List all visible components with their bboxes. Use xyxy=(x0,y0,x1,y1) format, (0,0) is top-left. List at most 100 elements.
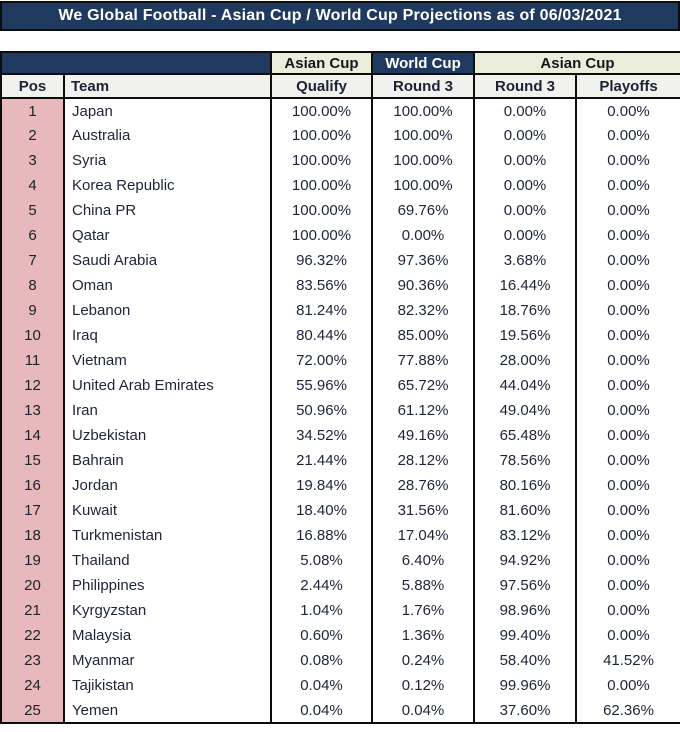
cell-team: Vietnam xyxy=(63,348,271,373)
cell-playoffs: 0.00% xyxy=(575,548,680,573)
cell-pos: 15 xyxy=(1,448,64,473)
column-header-team: Team xyxy=(63,74,271,99)
cell-team: Korea Republic xyxy=(63,173,271,198)
cell-wc_round3: 6.40% xyxy=(371,548,474,573)
cell-ac_round3: 58.40% xyxy=(473,648,576,673)
column-header-row: Pos Team Qualify Round 3 Round 3 Playoff… xyxy=(1,74,680,99)
cell-team: Japan xyxy=(63,98,271,123)
cell-wc_round3: 17.04% xyxy=(371,523,474,548)
cell-team: Jordan xyxy=(63,473,271,498)
group-header-blank xyxy=(1,52,271,75)
group-header-world-cup: World Cup xyxy=(371,52,474,75)
table-row: 5 China PR 100.00% 69.76% 0.00% 0.00% xyxy=(1,198,680,223)
cell-qualify: 18.40% xyxy=(270,498,372,523)
cell-qualify: 50.96% xyxy=(270,398,372,423)
cell-team: Oman xyxy=(63,273,271,298)
table-row: 16 Jordan 19.84% 28.76% 80.16% 0.00% xyxy=(1,473,680,498)
cell-team: Australia xyxy=(63,123,271,148)
table-row: 11 Vietnam 72.00% 77.88% 28.00% 0.00% xyxy=(1,348,680,373)
cell-playoffs: 62.36% xyxy=(575,698,680,723)
cell-qualify: 19.84% xyxy=(270,473,372,498)
cell-wc_round3: 100.00% xyxy=(371,123,474,148)
cell-pos: 2 xyxy=(1,123,64,148)
cell-pos: 11 xyxy=(1,348,64,373)
cell-playoffs: 0.00% xyxy=(575,423,680,448)
cell-pos: 21 xyxy=(1,598,64,623)
cell-qualify: 100.00% xyxy=(270,123,372,148)
cell-pos: 12 xyxy=(1,373,64,398)
cell-wc_round3: 61.12% xyxy=(371,398,474,423)
group-header-asian-cup-round3: Asian Cup xyxy=(473,52,680,75)
cell-pos: 1 xyxy=(1,98,64,123)
cell-team: Kuwait xyxy=(63,498,271,523)
column-header-pos: Pos xyxy=(1,74,64,99)
table-row: 1 Japan 100.00% 100.00% 0.00% 0.00% xyxy=(1,98,680,123)
column-header-playoffs: Playoffs xyxy=(575,74,680,99)
cell-ac_round3: 80.16% xyxy=(473,473,576,498)
cell-wc_round3: 82.32% xyxy=(371,298,474,323)
cell-qualify: 100.00% xyxy=(270,173,372,198)
column-header-ac-round3: Round 3 xyxy=(473,74,576,99)
title-bar: We Global Football - Asian Cup / World C… xyxy=(0,1,680,31)
cell-pos: 17 xyxy=(1,498,64,523)
cell-playoffs: 0.00% xyxy=(575,248,680,273)
cell-playoffs: 0.00% xyxy=(575,623,680,648)
cell-ac_round3: 99.96% xyxy=(473,673,576,698)
cell-pos: 10 xyxy=(1,323,64,348)
cell-qualify: 100.00% xyxy=(270,148,372,173)
cell-team: China PR xyxy=(63,198,271,223)
cell-ac_round3: 0.00% xyxy=(473,223,576,248)
table-row: 6 Qatar 100.00% 0.00% 0.00% 0.00% xyxy=(1,223,680,248)
cell-qualify: 96.32% xyxy=(270,248,372,273)
cell-pos: 4 xyxy=(1,173,64,198)
cell-team: Saudi Arabia xyxy=(63,248,271,273)
cell-playoffs: 0.00% xyxy=(575,448,680,473)
cell-team: Syria xyxy=(63,148,271,173)
table-row: 24 Tajikistan 0.04% 0.12% 99.96% 0.00% xyxy=(1,673,680,698)
cell-playoffs: 0.00% xyxy=(575,673,680,698)
cell-wc_round3: 0.12% xyxy=(371,673,474,698)
table-row: 22 Malaysia 0.60% 1.36% 99.40% 0.00% xyxy=(1,623,680,648)
cell-playoffs: 0.00% xyxy=(575,273,680,298)
cell-team: Myanmar xyxy=(63,648,271,673)
cell-ac_round3: 0.00% xyxy=(473,148,576,173)
cell-team: Philippines xyxy=(63,573,271,598)
group-header-asian-cup-qualify: Asian Cup xyxy=(270,52,372,75)
table-row: 18 Turkmenistan 16.88% 17.04% 83.12% 0.00% xyxy=(1,523,680,548)
cell-playoffs: 0.00% xyxy=(575,523,680,548)
cell-pos: 19 xyxy=(1,548,64,573)
cell-wc_round3: 49.16% xyxy=(371,423,474,448)
table-row: 25 Yemen 0.04% 0.04% 37.60% 62.36% xyxy=(1,698,680,723)
cell-playoffs: 0.00% xyxy=(575,473,680,498)
cell-pos: 8 xyxy=(1,273,64,298)
table-row: 10 Iraq 80.44% 85.00% 19.56% 0.00% xyxy=(1,323,680,348)
cell-ac_round3: 18.76% xyxy=(473,298,576,323)
page-title: We Global Football - Asian Cup / World C… xyxy=(58,7,622,24)
table-row: 2 Australia 100.00% 100.00% 0.00% 0.00% xyxy=(1,123,680,148)
cell-ac_round3: 49.04% xyxy=(473,398,576,423)
cell-qualify: 81.24% xyxy=(270,298,372,323)
cell-playoffs: 0.00% xyxy=(575,148,680,173)
cell-wc_round3: 31.56% xyxy=(371,498,474,523)
cell-ac_round3: 28.00% xyxy=(473,348,576,373)
table-row: 19 Thailand 5.08% 6.40% 94.92% 0.00% xyxy=(1,548,680,573)
cell-qualify: 2.44% xyxy=(270,573,372,598)
cell-team: Uzbekistan xyxy=(63,423,271,448)
cell-team: Malaysia xyxy=(63,623,271,648)
cell-wc_round3: 28.76% xyxy=(371,473,474,498)
cell-wc_round3: 85.00% xyxy=(371,323,474,348)
table-row: 3 Syria 100.00% 100.00% 0.00% 0.00% xyxy=(1,148,680,173)
cell-playoffs: 0.00% xyxy=(575,573,680,598)
cell-team: Iran xyxy=(63,398,271,423)
table-row: 17 Kuwait 18.40% 31.56% 81.60% 0.00% xyxy=(1,498,680,523)
cell-ac_round3: 78.56% xyxy=(473,448,576,473)
cell-pos: 13 xyxy=(1,398,64,423)
cell-qualify: 34.52% xyxy=(270,423,372,448)
cell-team: Iraq xyxy=(63,323,271,348)
cell-team: United Arab Emirates xyxy=(63,373,271,398)
cell-qualify: 21.44% xyxy=(270,448,372,473)
cell-wc_round3: 1.36% xyxy=(371,623,474,648)
cell-wc_round3: 1.76% xyxy=(371,598,474,623)
cell-qualify: 100.00% xyxy=(270,223,372,248)
table-row: 9 Lebanon 81.24% 82.32% 18.76% 0.00% xyxy=(1,298,680,323)
